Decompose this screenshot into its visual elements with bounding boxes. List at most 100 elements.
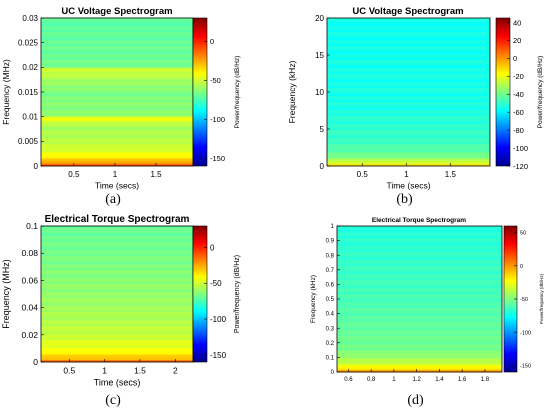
heatmap-cell xyxy=(327,138,490,141)
heatmap-cell xyxy=(337,368,502,371)
heatmap-cell xyxy=(41,162,193,165)
heatmap-cell xyxy=(41,256,193,259)
heatmap-cells-a xyxy=(41,18,193,167)
heatmap-cell xyxy=(327,98,490,101)
heatmap-cell xyxy=(41,310,193,313)
heatmap-cell xyxy=(337,244,502,247)
colorbar-tick-label: -80 xyxy=(513,126,524,135)
spectrogram-panel-a: UC Voltage Spectrogram 0.5 1 1.5 0 0.005 0.01 0… xyxy=(1,6,241,207)
heatmap-cell xyxy=(327,160,490,163)
heatmap-cell xyxy=(41,318,193,321)
heatmap-cell xyxy=(41,320,193,323)
heatmap-cell xyxy=(337,334,502,337)
heatmap-cell xyxy=(41,20,193,23)
colorbar-b xyxy=(495,17,511,167)
y-tick-label: 10 xyxy=(315,88,324,97)
heatmap-cell xyxy=(41,354,193,357)
heatmap-cell xyxy=(41,46,193,49)
heatmap-cell xyxy=(41,284,193,287)
heatmap-cell xyxy=(337,340,502,343)
heatmap-cell xyxy=(41,348,193,351)
colorbar-tick-label: -60 xyxy=(513,108,524,117)
heatmap-cell xyxy=(327,112,490,115)
heatmap-cell xyxy=(41,164,193,167)
heatmap-cell xyxy=(337,304,502,307)
heatmap-cell xyxy=(327,28,490,31)
heatmap-cell xyxy=(41,238,193,241)
heatmap-cell xyxy=(41,22,193,25)
heatmap-cell xyxy=(337,354,502,357)
heatmap-cell xyxy=(327,106,490,109)
heatmap-cell xyxy=(327,162,490,165)
heatmap-cell xyxy=(327,154,490,157)
x-axis-label: Time (secs) xyxy=(95,181,139,191)
heatmap-cell xyxy=(41,242,193,245)
heatmap-cell xyxy=(41,312,193,315)
x-tick-label: 1.4 xyxy=(435,377,444,383)
heatmap-cell xyxy=(41,264,193,267)
panel-label: (b) xyxy=(396,192,413,207)
colorbar-tick-label: -150 xyxy=(520,363,531,369)
heatmap-cell xyxy=(41,280,193,283)
heatmap-cell xyxy=(327,74,490,77)
heatmap-cell xyxy=(41,126,193,129)
heatmap-cell xyxy=(327,24,490,27)
x-tick-label: 0.6 xyxy=(344,377,353,383)
heatmap-cell xyxy=(337,268,502,271)
heatmap-cell xyxy=(41,344,193,347)
heatmap-cell xyxy=(41,300,193,303)
heatmap-cell xyxy=(337,306,502,309)
heatmap-cell xyxy=(41,116,193,119)
y-tick-label: 0 xyxy=(34,162,39,171)
heatmap-cell xyxy=(337,248,502,251)
heatmap-cell xyxy=(41,288,193,291)
heatmap-cell xyxy=(41,130,193,133)
heatmap-cell xyxy=(41,148,193,151)
heatmap-cell xyxy=(41,328,193,331)
heatmap-cell xyxy=(337,370,502,373)
heatmap-cell xyxy=(327,44,490,47)
colorbar-tick-label: 0 xyxy=(520,264,523,270)
heatmap-cell xyxy=(327,164,490,167)
heatmap-cell xyxy=(41,60,193,63)
heatmap-cell xyxy=(41,346,193,349)
colorbar-label: Power/frequency (dB/Hz) xyxy=(234,255,241,333)
heatmap-cell xyxy=(337,260,502,263)
heatmap-cell xyxy=(327,88,490,91)
colorbar-label: Power/frequency (dB/Hz) xyxy=(537,56,544,129)
heatmap-cell xyxy=(337,350,502,353)
heatmap-cell xyxy=(327,80,490,83)
heatmap-cell xyxy=(327,100,490,103)
heatmap-cell xyxy=(337,360,502,363)
heatmap-cell xyxy=(337,348,502,351)
heatmap-cell xyxy=(41,146,193,149)
heatmap-cell xyxy=(327,40,490,43)
heatmap-cell xyxy=(337,270,502,273)
heatmap-cell xyxy=(327,96,490,99)
heatmap-cell xyxy=(41,322,193,325)
heatmap-cell xyxy=(327,48,490,51)
heatmap-cell xyxy=(337,240,502,243)
heatmap-cell xyxy=(41,324,193,327)
heatmap-cell xyxy=(41,302,193,305)
heatmap-cell xyxy=(337,362,502,365)
heatmap-cell xyxy=(337,252,502,255)
heatmap-cell xyxy=(327,84,490,87)
heatmap-cell xyxy=(41,230,193,233)
heatmap-cell xyxy=(327,30,490,33)
heatmap-cell xyxy=(41,156,193,159)
heatmap-cell xyxy=(327,124,490,127)
panel-label: (d) xyxy=(407,393,424,408)
heatmap-cell xyxy=(337,258,502,261)
colorbar-tick-label: 0 xyxy=(513,54,517,63)
heatmap-cell xyxy=(41,352,193,355)
colorbar-tick-label: 40 xyxy=(513,18,521,27)
heatmap-cell xyxy=(337,230,502,233)
heatmap-cell xyxy=(337,294,502,297)
y-tick-label: 15 xyxy=(315,51,324,60)
x-tick-label: 1.5 xyxy=(134,366,146,376)
heatmap-cell xyxy=(327,78,490,81)
heatmap-cell xyxy=(41,112,193,115)
heatmap-cell xyxy=(41,140,193,143)
